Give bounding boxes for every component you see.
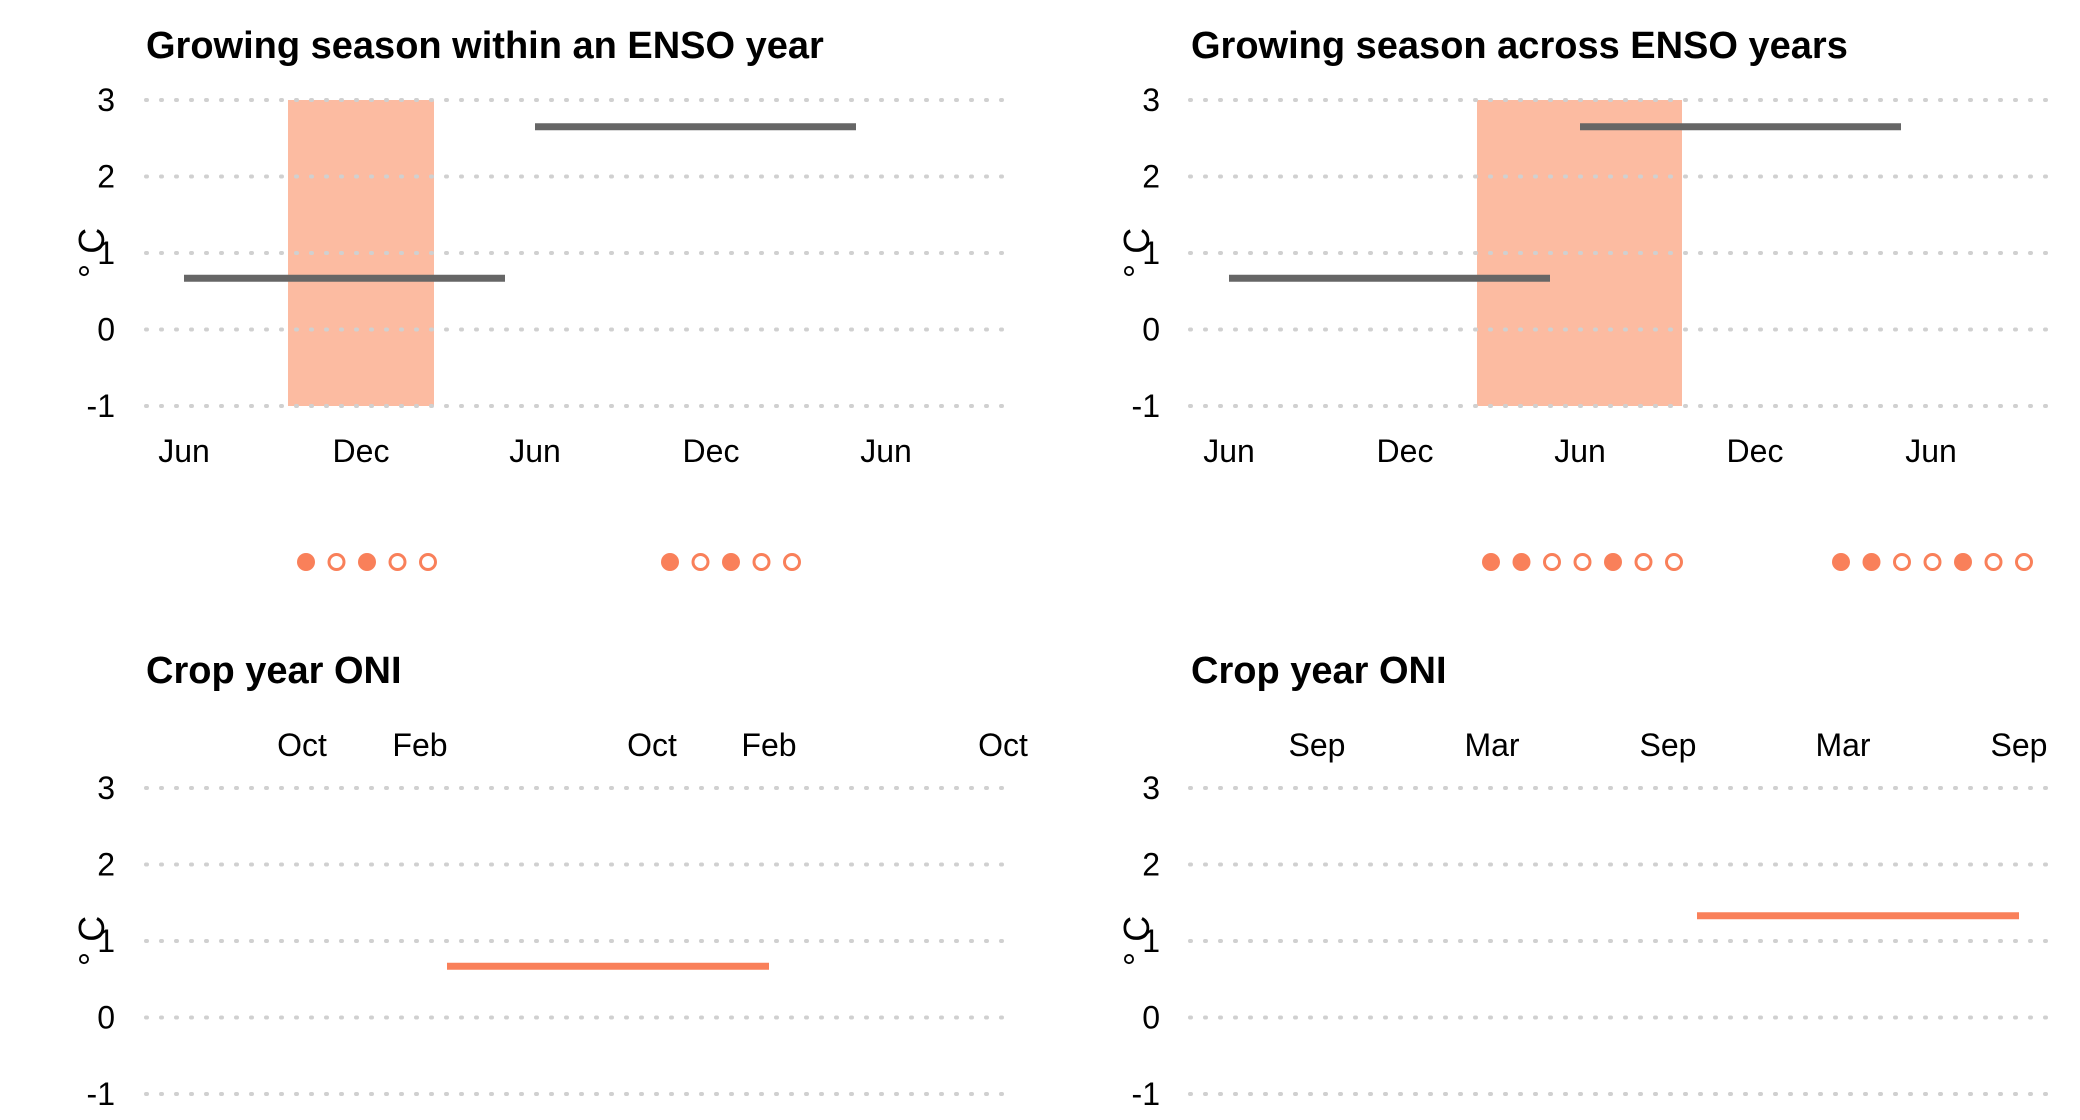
y-tick-label: 2 bbox=[1142, 159, 1160, 195]
hollow-marker bbox=[1543, 553, 1561, 571]
x-tick-label: Sep bbox=[1289, 727, 1346, 763]
filled-marker bbox=[661, 553, 679, 571]
y-tick-label: 3 bbox=[97, 82, 115, 118]
hollow-marker bbox=[783, 553, 801, 571]
x-tick-label: Mar bbox=[1464, 727, 1519, 763]
x-tick-label: Dec bbox=[683, 433, 740, 469]
x-tick-label: Jun bbox=[1203, 433, 1255, 469]
filled-marker bbox=[1604, 553, 1622, 571]
x-tick-label: Feb bbox=[741, 727, 796, 763]
x-tick-label: Jun bbox=[1905, 433, 1957, 469]
x-tick-label: Mar bbox=[1815, 727, 1870, 763]
x-tick-label: Dec bbox=[333, 433, 390, 469]
panel-1: 3 2 1 0 -1 ° C Jun Dec Jun Dec Jun Growing season w… bbox=[71, 25, 1012, 571]
filled-marker bbox=[1862, 553, 1881, 571]
x-tick-label: Dec bbox=[1377, 433, 1434, 469]
y-tick-label: -1 bbox=[1132, 1076, 1160, 1112]
x-tick-label: Jun bbox=[158, 433, 210, 469]
y-axis-title: ° C bbox=[1116, 916, 1157, 966]
hollow-marker bbox=[1984, 553, 2003, 571]
y-axis-title: ° C bbox=[71, 228, 112, 278]
y-tick-label: 2 bbox=[97, 847, 115, 883]
filled-marker bbox=[297, 553, 315, 571]
hollow-marker bbox=[752, 553, 771, 571]
x-tick-label: Sep bbox=[1640, 727, 1697, 763]
panel-2: 3 2 1 0 -1 ° C Jun Dec Jun Dec Jun Growing season a… bbox=[1116, 25, 2057, 571]
x-tick-label: Oct bbox=[978, 727, 1028, 763]
x-tick-label: Jun bbox=[860, 433, 912, 469]
y-tick-label: 1 bbox=[97, 923, 115, 959]
y-tick-label: 0 bbox=[1142, 312, 1160, 348]
y-tick-label: 3 bbox=[1142, 82, 1160, 118]
hollow-marker bbox=[1634, 553, 1653, 571]
y-axis-title: ° C bbox=[71, 916, 112, 966]
hollow-marker bbox=[2015, 553, 2033, 571]
hollow-marker bbox=[1893, 553, 1911, 571]
hollow-marker bbox=[327, 553, 346, 571]
y-tick-label: 3 bbox=[97, 770, 115, 806]
filled-marker bbox=[722, 553, 740, 571]
panel-4: 3 2 1 0 -1 ° C Sep Mar Sep Mar Sep Crop year ONI bbox=[1116, 650, 2057, 1112]
y-tick-label: 0 bbox=[1142, 1000, 1160, 1036]
y-tick-label: 2 bbox=[97, 159, 115, 195]
hollow-marker bbox=[1923, 553, 1942, 571]
panel-title: Growing season within an ENSO year bbox=[146, 25, 824, 67]
y-tick-label: 1 bbox=[1142, 923, 1160, 959]
hollow-marker bbox=[1573, 553, 1592, 571]
y-tick-label: 1 bbox=[97, 235, 115, 271]
panel-title: Crop year ONI bbox=[146, 650, 402, 692]
hollow-marker bbox=[388, 553, 407, 571]
panel-title: Growing season across ENSO years bbox=[1191, 25, 1848, 67]
hollow-marker bbox=[419, 553, 437, 571]
y-tick-label: 0 bbox=[97, 1000, 115, 1036]
y-tick-label: -1 bbox=[1132, 388, 1160, 424]
y-tick-label: 3 bbox=[1142, 770, 1160, 806]
panel-title: Crop year ONI bbox=[1191, 650, 1447, 692]
x-tick-label: Feb bbox=[392, 727, 447, 763]
x-tick-label: Sep bbox=[1991, 727, 2048, 763]
hollow-marker bbox=[1665, 553, 1683, 571]
filled-marker bbox=[1832, 553, 1850, 571]
x-tick-label: Oct bbox=[627, 727, 677, 763]
x-tick-label: Oct bbox=[277, 727, 327, 763]
y-tick-label: -1 bbox=[87, 1076, 115, 1112]
filled-marker bbox=[1482, 553, 1500, 571]
y-tick-label: -1 bbox=[87, 388, 115, 424]
panel-3: 3 2 1 0 -1 ° C Oct Feb Oct Feb Oct Crop year ONI bbox=[71, 650, 1028, 1112]
y-tick-label: 0 bbox=[97, 312, 115, 348]
y-tick-label: 2 bbox=[1142, 847, 1160, 883]
y-axis-title: ° C bbox=[1116, 228, 1157, 278]
filled-marker bbox=[1954, 553, 1972, 571]
x-tick-label: Jun bbox=[1554, 433, 1606, 469]
hollow-marker bbox=[691, 553, 710, 571]
y-tick-label: 1 bbox=[1142, 235, 1160, 271]
filled-marker bbox=[358, 553, 376, 571]
x-tick-label: Jun bbox=[509, 433, 561, 469]
filled-marker bbox=[1512, 553, 1531, 571]
x-tick-label: Dec bbox=[1727, 433, 1784, 469]
